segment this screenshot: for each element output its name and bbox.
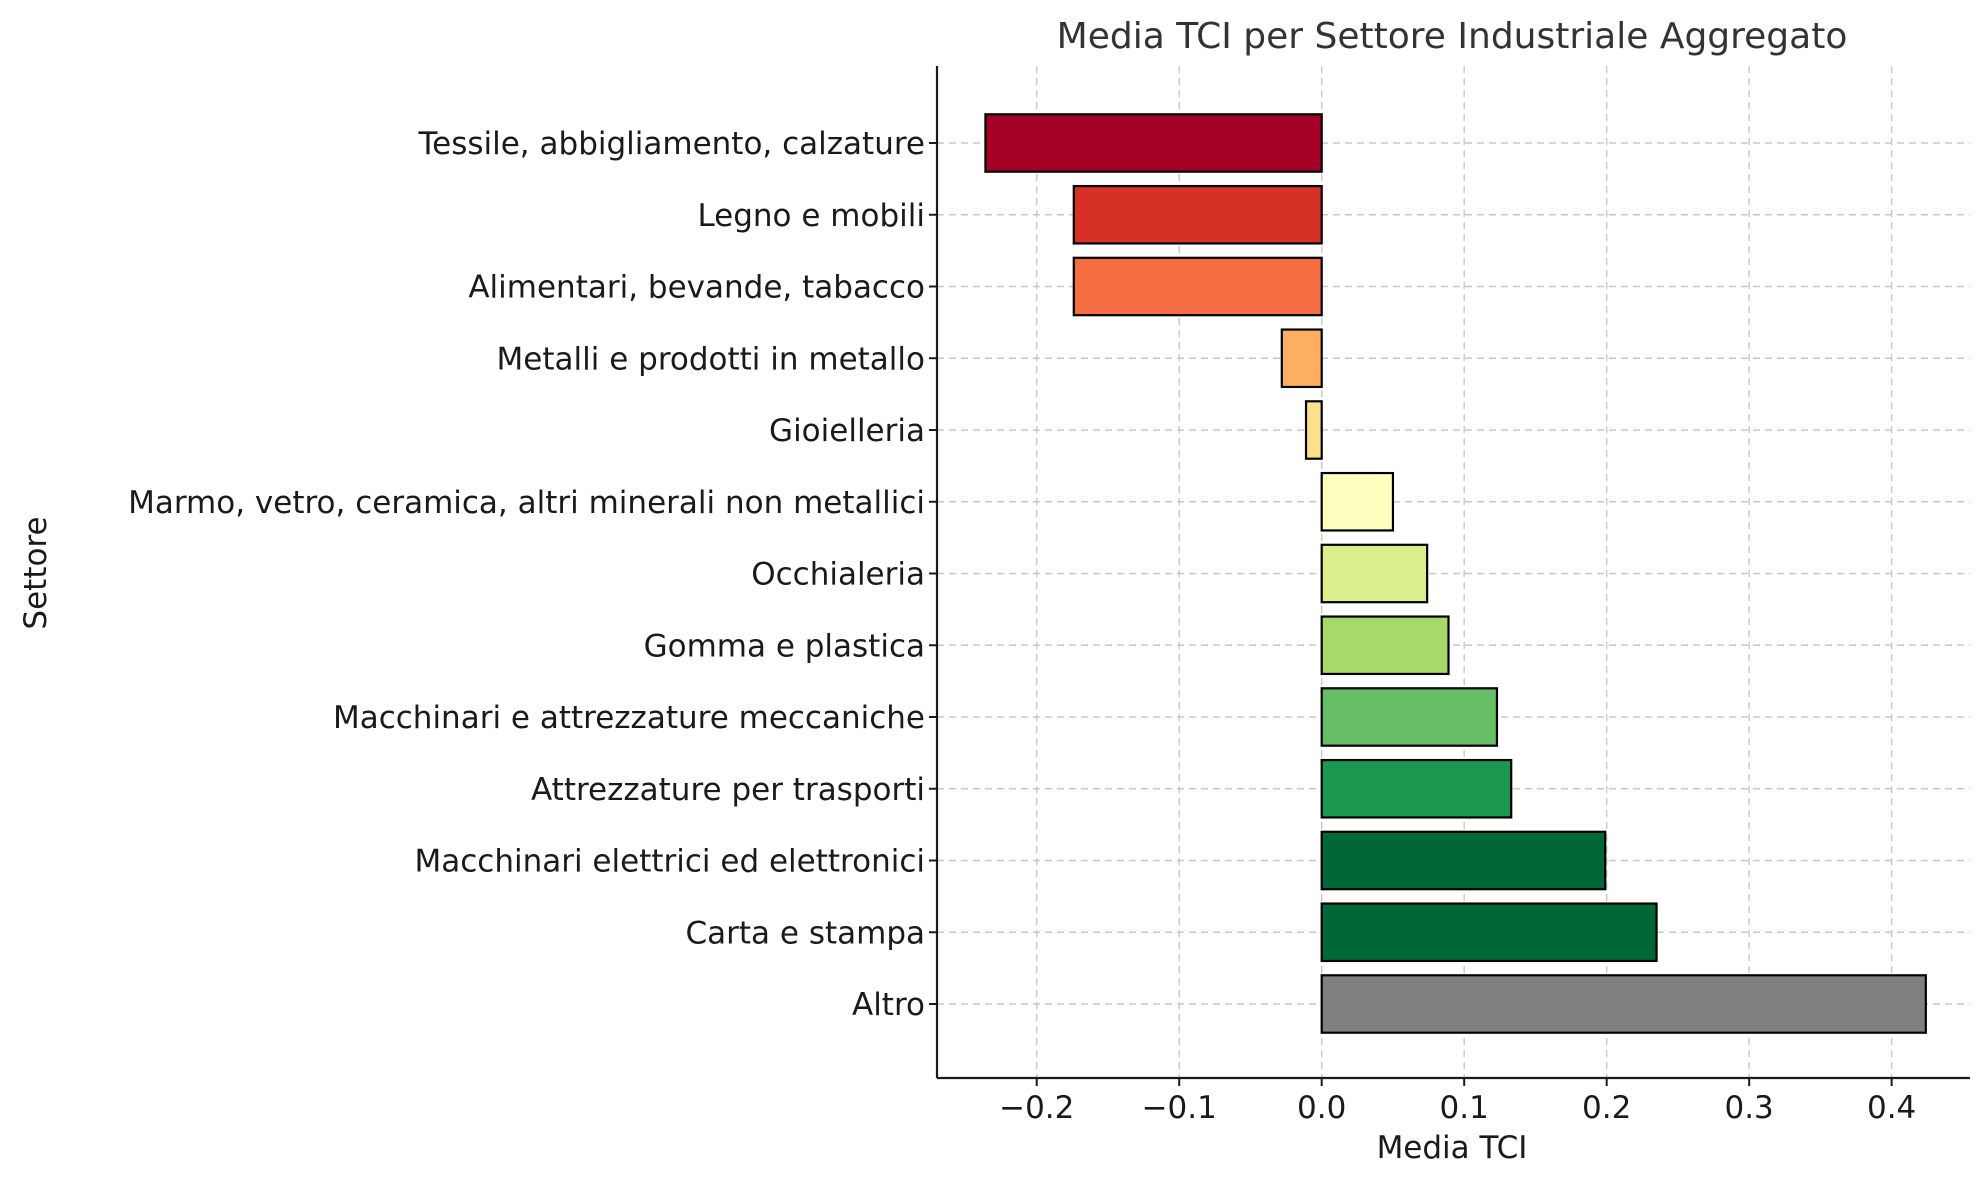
y-tick-label: Altro [852, 987, 925, 1023]
bar-12 [1320, 902, 1658, 963]
bar-4 [1280, 328, 1323, 389]
axis-layer [935, 66, 1970, 1080]
x-tick-label: −0.1 [1142, 1090, 1217, 1126]
x-tick-label: 0.4 [1867, 1090, 1916, 1126]
y-tick-label: Tessile, abbigliamento, calzature [417, 126, 925, 162]
tick-layer: −0.2 −0.1 0.0 0.1 0.2 0.3 0.4 Tessile, abbiglia… [128, 126, 1916, 1126]
y-tick-label: Metalli e prodotti in metallo [497, 341, 925, 377]
y-axis-label: Settore [18, 516, 54, 629]
y-tick-label: Macchinari e attrezzature meccaniche [333, 700, 925, 736]
y-tick-label: Carta e stampa [686, 915, 926, 951]
bar-2 [1072, 184, 1323, 245]
bar-11 [1320, 830, 1607, 891]
x-tick-label: 0.0 [1297, 1090, 1346, 1126]
y-tick-label: Marmo, vetro, ceramica, altri minerali n… [128, 485, 925, 521]
chart-title: Media TCI per Settore Industriale Aggreg… [1057, 16, 1848, 57]
y-tick-label: Occhialeria [751, 557, 925, 593]
x-tick-label: −0.2 [999, 1090, 1074, 1126]
bar-layer [984, 113, 1927, 1034]
x-tick-label: 0.2 [1582, 1090, 1631, 1126]
bar-6 [1320, 471, 1395, 532]
bar-13 [1320, 974, 1927, 1034]
bar-9 [1320, 687, 1499, 747]
x-tick-label: 0.3 [1724, 1090, 1773, 1126]
y-tick-label: Gomma e plastica [644, 628, 925, 664]
bar-5 [1304, 400, 1323, 460]
bar-1 [984, 113, 1323, 173]
bar-3 [1072, 256, 1323, 317]
bar-10 [1320, 758, 1513, 819]
y-tick-label: Gioielleria [769, 413, 925, 449]
y-tick-label: Attrezzature per trasporti [531, 772, 925, 808]
y-tick-label: Alimentari, bevande, tabacco [468, 270, 925, 306]
bar-7 [1320, 543, 1429, 604]
bar-8 [1320, 615, 1450, 676]
y-tick-label: Legno e mobili [697, 198, 925, 234]
x-tick-label: 0.1 [1440, 1090, 1489, 1126]
y-tick-label: Macchinari elettrici ed elettronici [414, 844, 925, 880]
x-axis-label: Media TCI [1377, 1130, 1528, 1166]
